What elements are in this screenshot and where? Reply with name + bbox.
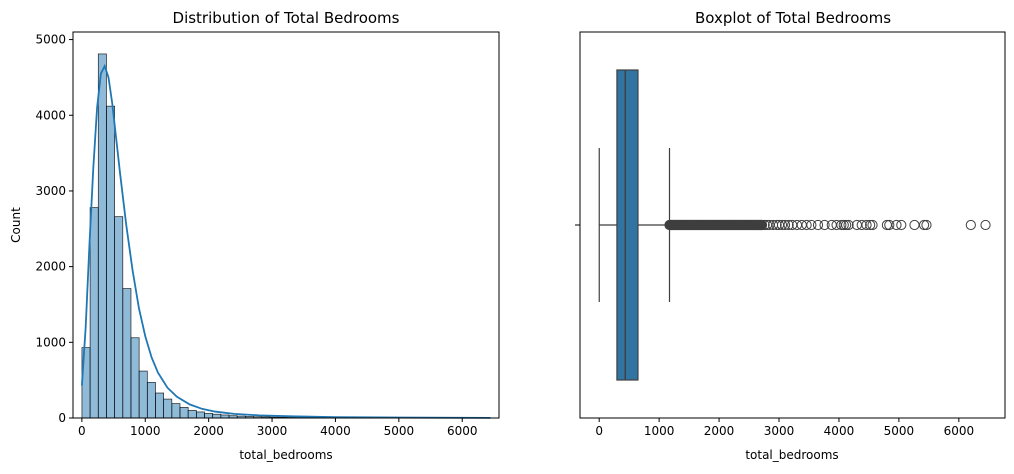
outlier-point	[910, 220, 919, 229]
histogram-y-tick-label: 4000	[35, 108, 66, 122]
outlier-point	[882, 220, 891, 229]
histogram-x-tick-label: 3000	[257, 424, 288, 438]
histogram-y-ticks: 0 1000 2000 3000 4000 5000	[35, 33, 73, 425]
outlier-point	[922, 220, 931, 229]
histogram-x-tick-label: 2000	[193, 424, 224, 438]
boxplot-outliers	[665, 220, 990, 229]
histogram-bar	[164, 399, 172, 418]
outlier-point	[919, 220, 928, 229]
histogram-bar	[123, 289, 131, 418]
histogram-bar	[172, 404, 180, 418]
histogram-bar	[196, 412, 204, 418]
histogram-x-tick-label: 6000	[447, 424, 478, 438]
boxplot-x-tick-label: 4000	[824, 424, 855, 438]
kde-curve	[82, 66, 491, 418]
interquartile-box	[617, 70, 638, 380]
histogram-title: Distribution of Total Bedrooms	[173, 9, 400, 27]
histogram-panel: Distribution of Total Bedrooms 0 1000 2000…	[9, 9, 499, 462]
histogram-bar	[147, 382, 155, 418]
histogram-x-ticks: 0 1000 2000 3000 4000 5000 6000	[78, 418, 477, 438]
boxplot-x-tick-label: 0	[595, 424, 603, 438]
boxplot-title: Boxplot of Total Bedrooms	[695, 9, 891, 27]
boxplot-panel: Boxplot of Total Bedrooms 0 1000 2000 3000 4…	[575, 9, 1005, 462]
histogram-bar	[213, 414, 221, 418]
histogram-x-tick-label: 4000	[320, 424, 351, 438]
histogram-bar	[115, 217, 123, 418]
histogram-bar	[155, 393, 163, 418]
histogram-y-tick-label: 5000	[35, 33, 66, 47]
histogram-x-tick-label: 1000	[130, 424, 161, 438]
histogram-bar	[106, 106, 114, 418]
boxplot-x-tick-label: 6000	[944, 424, 975, 438]
outlier-point	[966, 220, 975, 229]
histogram-y-tick-label: 1000	[35, 335, 66, 349]
boxplot-x-ticks: 0 1000 2000 3000 4000 5000 6000	[595, 418, 974, 438]
histogram-x-tick-label: 5000	[384, 424, 415, 438]
histogram-x-label: total_bedrooms	[239, 448, 332, 462]
histogram-y-label: Count	[9, 207, 23, 243]
boxplot-x-tick-label: 2000	[704, 424, 735, 438]
histogram-y-tick-label: 0	[58, 411, 66, 425]
histogram-bar	[131, 338, 139, 418]
boxplot-body	[599, 70, 669, 380]
histogram-y-tick-label: 2000	[35, 260, 66, 274]
outlier-point	[820, 220, 829, 229]
boxplot-x-tick-label: 5000	[884, 424, 915, 438]
boxplot-x-tick-label: 3000	[764, 424, 795, 438]
histogram-bar	[98, 54, 106, 418]
boxplot-x-tick-label: 1000	[644, 424, 675, 438]
histogram-bar	[90, 208, 98, 418]
histogram-bar	[205, 413, 213, 418]
outlier-point	[981, 220, 990, 229]
histogram-bar	[139, 371, 147, 418]
boxplot-x-label: total_bedrooms	[745, 448, 838, 462]
histogram-y-tick-label: 3000	[35, 184, 66, 198]
outlier-point	[868, 220, 877, 229]
histogram-bar	[180, 407, 188, 418]
outlier-point	[885, 220, 894, 229]
histogram-bar	[188, 410, 196, 418]
histogram-x-tick-label: 0	[78, 424, 86, 438]
histogram-bars	[82, 54, 491, 418]
